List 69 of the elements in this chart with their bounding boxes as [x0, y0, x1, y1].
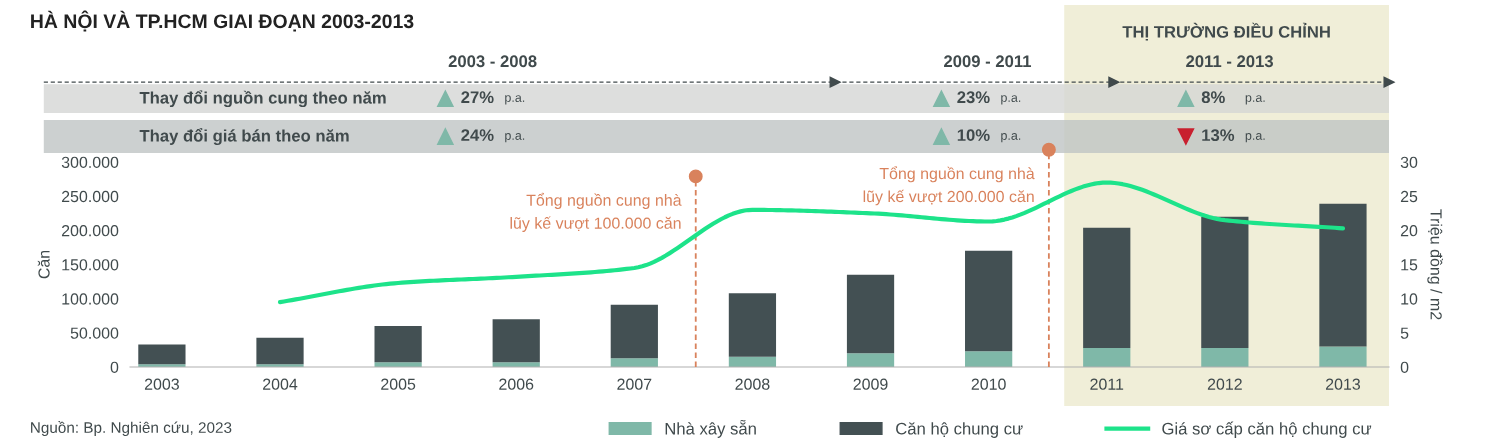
- text: 10%: [957, 129, 990, 142]
- x-tick-label: 2006: [499, 378, 534, 390]
- legend-label: Giá sơ cấp căn hộ chung cư: [1162, 421, 1372, 438]
- bar: [846, 353, 895, 368]
- text: THỊ TRƯỜNG ĐIỀU CHỈNH: [1122, 22, 1330, 41]
- y2-tick-label: 5: [1400, 327, 1409, 339]
- bar: [1319, 346, 1367, 368]
- text: p.a.: [1245, 133, 1265, 143]
- ref-line-label: Tổng nguồn cung nhà lũy kế vượt 100.000 căn: [510, 192, 682, 232]
- bar: [728, 293, 777, 357]
- bar: [138, 344, 186, 365]
- text: p.a.: [505, 95, 525, 105]
- y-tick-label: 200.000: [61, 225, 119, 237]
- y2-tick-label: 25: [1400, 190, 1418, 203]
- bar: [1083, 227, 1131, 348]
- y2-tick-label: 0: [1400, 361, 1409, 373]
- text: Thay đổi nguồn cung theo năm: [139, 90, 386, 108]
- x-tick-label: 2012: [1207, 378, 1242, 390]
- text: 13%: [1202, 129, 1235, 142]
- bar: [1083, 347, 1131, 368]
- y2-tick-label: 20: [1400, 225, 1418, 237]
- bar: [965, 250, 1013, 352]
- legend-label: Nhà xây sẵn: [665, 419, 756, 438]
- bar: [846, 274, 895, 354]
- x-tick-label: 2013: [1325, 378, 1361, 390]
- y-tick-label: 100.000: [62, 293, 119, 305]
- text: 2009 - 2011: [944, 55, 1032, 68]
- y-tick-label: 150.000: [62, 259, 119, 271]
- text: 27%: [461, 91, 494, 104]
- legend-label: Căn hộ chung cư: [896, 422, 1023, 438]
- text: 24%: [461, 129, 494, 141]
- ref-line-label: Tổng nguồn cung nhà lũy kế vượt 200.000 căn: [863, 166, 1035, 206]
- text: p.a.: [1245, 95, 1265, 105]
- bar: [256, 337, 304, 365]
- x-tick-label: 2011: [1090, 378, 1124, 390]
- y2-tick-label: 15: [1401, 259, 1418, 271]
- chart-title: HÀ NỘI VÀ TP.HCM GIAI ĐOẠN 2003-2013: [31, 10, 414, 32]
- text: p.a.: [1001, 95, 1021, 105]
- x-tick-label: 2007: [617, 378, 652, 390]
- bar: [610, 358, 658, 368]
- text: 2003 - 2008: [448, 55, 537, 68]
- y-tick-label: 300.000: [61, 156, 119, 168]
- y2-tick-label: 30: [1400, 156, 1418, 168]
- x-tick-label: 2003: [144, 378, 179, 390]
- y2-tick-label: 10: [1401, 293, 1418, 305]
- bar: [1201, 347, 1249, 368]
- bar: [374, 326, 422, 363]
- x-tick-label: 2009: [853, 378, 888, 390]
- y-axis-title: Căn: [37, 250, 50, 279]
- y2-axis-title: Triệu đồng / m2: [1427, 209, 1443, 320]
- x-tick-label: 2004: [263, 378, 298, 390]
- text: 2011 - 2013: [1186, 55, 1273, 68]
- bar: [1319, 203, 1367, 347]
- x-tick-label: 2008: [735, 378, 770, 390]
- text: p.a.: [1001, 133, 1021, 143]
- bar: [610, 304, 658, 359]
- text: Thay đổi giá bán theo năm: [139, 128, 349, 146]
- bar: [492, 319, 540, 363]
- text: p.a.: [505, 133, 525, 143]
- text: 8%: [1201, 91, 1225, 104]
- text: 23%: [957, 91, 990, 104]
- x-tick-label: 2005: [381, 378, 416, 390]
- bar: [965, 351, 1013, 368]
- y-tick-label: 0: [110, 361, 119, 373]
- x-tick-label: 2010: [971, 378, 1006, 390]
- y-tick-label: 50.000: [70, 327, 119, 339]
- text: Nguồn: Bp. Nghiên cứu, 2023: [31, 421, 232, 437]
- y-tick-label: 250.000: [61, 190, 119, 203]
- bar: [1201, 216, 1249, 348]
